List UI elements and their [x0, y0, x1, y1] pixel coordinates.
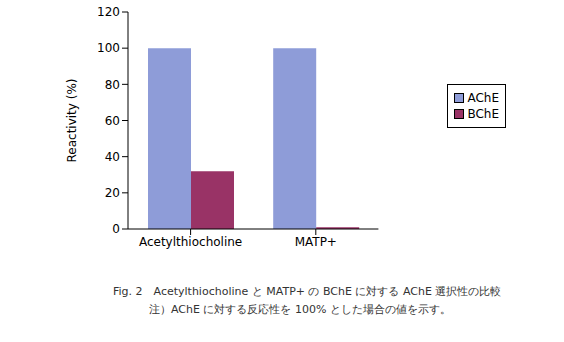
svg-text:0: 0 — [112, 222, 120, 236]
html-text:注）AChE に対する反応性を 100% とした場合の値を示: 注）AChE に対する反応性を 100% とした場合の値を示す。 — [149, 303, 451, 316]
html-text:AChE: AChE — [467, 91, 499, 105]
html-text:Fig. 2 Acetylthiocholine と MAT: Fig. 2 Acetylthiocholine と MATP+ の BChE … — [113, 285, 502, 298]
html-text:BChE: BChE — [467, 107, 499, 121]
svg-text:MATP+: MATP+ — [295, 235, 337, 249]
svg-text:20: 20 — [105, 186, 120, 200]
svg-text:60: 60 — [105, 114, 120, 128]
svg-text:Acetylthiocholine: Acetylthiocholine — [139, 235, 242, 249]
svg-text:Reactivity (%): Reactivity (%) — [65, 79, 79, 163]
svg-text:100: 100 — [97, 41, 120, 55]
svg-text:40: 40 — [105, 150, 120, 164]
svg-text:80: 80 — [105, 78, 120, 92]
svg-text:120: 120 — [97, 5, 120, 19]
